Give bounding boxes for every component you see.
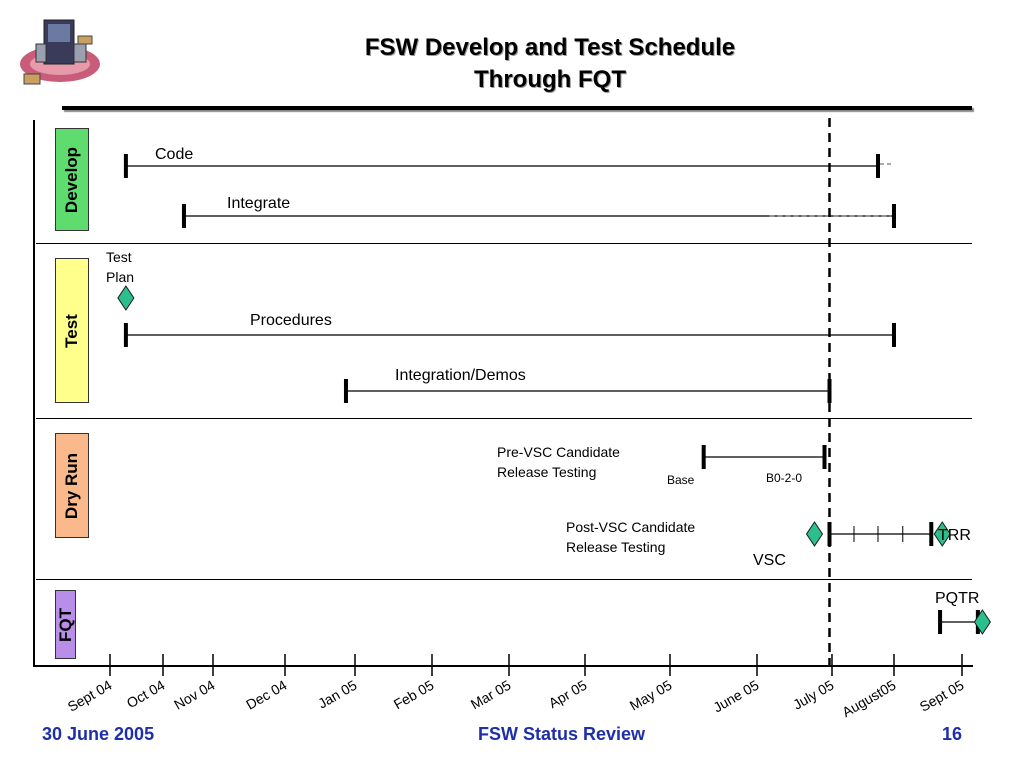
task-label-pre-vsc: Pre-VSC Candidate Release Testing (497, 444, 620, 480)
x-tick-label: August05 (839, 677, 898, 721)
y-axis-line (33, 120, 35, 666)
milestone-diamond (805, 521, 824, 547)
x-tick-label: Feb 05 (391, 677, 437, 713)
task-label-procedures: Procedures (250, 312, 332, 329)
task-label-integration-demos: Integration/Demos (395, 367, 526, 384)
task-label-b020: B0-2-0 (766, 471, 803, 485)
page-number: 16 (942, 724, 963, 744)
milestone-diamond (973, 609, 992, 635)
x-tick-label: Sept 05 (917, 677, 967, 715)
section-label-fqt: FQT (55, 590, 76, 659)
x-tick-label: Apr 05 (546, 677, 590, 712)
milestone-diamond (933, 521, 951, 547)
x-tick-label: June 05 (710, 677, 761, 716)
title-underline (62, 106, 972, 110)
x-tick-label: Dec 04 (243, 677, 290, 713)
x-tick-label: July 05 (790, 677, 837, 713)
section-label-test: Test (55, 258, 89, 403)
x-tick-label: Sept 04 (65, 677, 115, 715)
milestone-diamond (117, 285, 135, 311)
milestone-label-pqtr: PQTR (935, 590, 980, 607)
slide-title-line1: FSW Develop and Test Schedule (364, 34, 736, 61)
task-label-base: Base (667, 473, 695, 487)
slide-title-line2: Through FQT (474, 66, 626, 93)
task-label-integrate: Integrate (227, 195, 291, 212)
x-tick-label: May 05 (627, 677, 675, 714)
section-divider (36, 579, 972, 580)
x-tick-label: Mar 05 (468, 677, 514, 713)
section-label-dry-run: Dry Run (55, 433, 89, 538)
section-label-develop: Develop (55, 128, 89, 231)
x-tick-label: Nov 04 (171, 677, 218, 713)
task-label-post-vsc: Post-VSC Candidate Release Testing (566, 519, 696, 555)
x-tick-label: Oct 04 (124, 677, 168, 712)
satellite-logo (20, 19, 100, 85)
task-label-code: Code (155, 146, 194, 163)
milestone-label-test-plan: Test Plan (106, 249, 135, 285)
footer-title: FSW Status Review (478, 724, 646, 744)
section-divider (36, 243, 972, 244)
x-tick-label: Jan 05 (315, 677, 360, 712)
milestone-label-trr: TRR (938, 527, 971, 544)
milestone-label-vsc: VSC (753, 552, 786, 569)
x-axis-line (33, 665, 973, 667)
section-divider (36, 418, 972, 419)
footer-date: 30 June 2005 (42, 724, 155, 744)
